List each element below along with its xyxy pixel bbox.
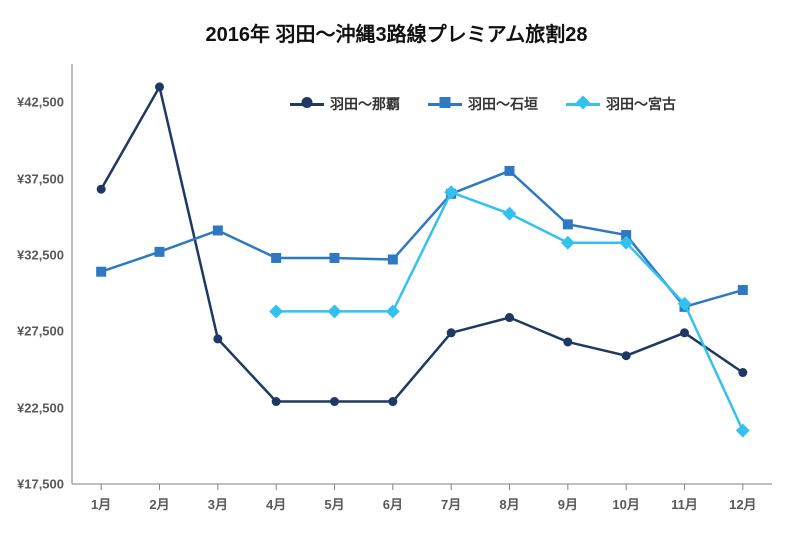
y-tick-label: ¥27,500 [17, 324, 64, 339]
legend-swatch [428, 103, 462, 106]
y-axis-labels: ¥17,500¥22,500¥27,500¥32,500¥37,500¥42,5… [0, 64, 64, 484]
x-tick-label: 11月 [671, 494, 698, 513]
series-marker [681, 329, 689, 337]
x-tick-label: 4月 [266, 494, 286, 513]
legend-marker-icon [300, 96, 314, 113]
x-tick-label: 8月 [499, 494, 519, 513]
y-tick-label: ¥42,500 [17, 95, 64, 110]
series-marker [739, 369, 747, 377]
series-marker [213, 226, 222, 235]
series-marker [156, 83, 164, 91]
x-tick-label: 2月 [149, 494, 169, 513]
legend-marker-icon [438, 96, 452, 113]
series-marker [563, 220, 572, 229]
legend-swatch [290, 103, 324, 106]
x-tick-label: 3月 [208, 494, 228, 513]
legend-marker-icon [576, 96, 590, 113]
legend-label: 羽田～宮古 [606, 94, 676, 114]
chart-svg [72, 64, 772, 484]
legend-label: 羽田～石垣 [468, 94, 538, 114]
series-marker [331, 398, 339, 406]
legend-item-1: 羽田～石垣 [428, 94, 538, 114]
series-marker [562, 236, 575, 249]
series-marker [737, 424, 750, 437]
legend-item-2: 羽田～宮古 [566, 94, 676, 114]
x-tick-label: 9月 [558, 494, 578, 513]
series-marker [506, 314, 514, 322]
x-tick-label: 6月 [383, 494, 403, 513]
y-tick-label: ¥32,500 [17, 247, 64, 262]
chart-legend: 羽田～那覇 羽田～石垣 羽田～宮古 [290, 94, 676, 114]
series-marker [738, 286, 747, 295]
x-tick-label: 7月 [441, 494, 461, 513]
series-marker [564, 338, 572, 346]
series-marker [155, 247, 164, 256]
chart-title: 2016年 羽田～沖縄3路線プレミアム旅割28 [0, 18, 793, 47]
series-line-2 [276, 192, 743, 430]
series-marker [622, 352, 630, 360]
legend-item-0: 羽田～那覇 [290, 94, 400, 114]
series-marker [214, 335, 222, 343]
series-marker [97, 185, 105, 193]
series-marker [387, 305, 400, 318]
x-tick-label: 10月 [612, 494, 639, 513]
series-marker [328, 305, 341, 318]
series-marker [503, 207, 516, 220]
plot-area [72, 64, 772, 484]
x-tick-label: 5月 [324, 494, 344, 513]
y-tick-label: ¥37,500 [17, 171, 64, 186]
series-marker [272, 398, 280, 406]
x-tick-label: 12月 [729, 494, 756, 513]
chart-container: 2016年 羽田～沖縄3路線プレミアム旅割28 ¥17,500 ¥22,500 ¥2… [0, 0, 793, 536]
series-marker [505, 166, 514, 175]
series-marker [97, 267, 106, 276]
legend-label: 羽田～那覇 [330, 94, 400, 114]
series-line-1 [101, 171, 743, 307]
legend-swatch [566, 103, 600, 106]
x-axis-labels: 1月 2月 3月 4月 5月 6月 7月 8月 9月 10月 11月 12月 [72, 494, 772, 518]
series-marker [272, 253, 281, 262]
series-marker [388, 255, 397, 264]
y-tick-label: ¥22,500 [17, 400, 64, 415]
series-line-0 [101, 87, 743, 402]
series-marker [389, 398, 397, 406]
series-marker [447, 329, 455, 337]
x-tick-label: 1月 [91, 494, 111, 513]
series-marker [330, 253, 339, 262]
series-marker [270, 305, 283, 318]
y-tick-label: ¥17,500 [17, 477, 64, 492]
